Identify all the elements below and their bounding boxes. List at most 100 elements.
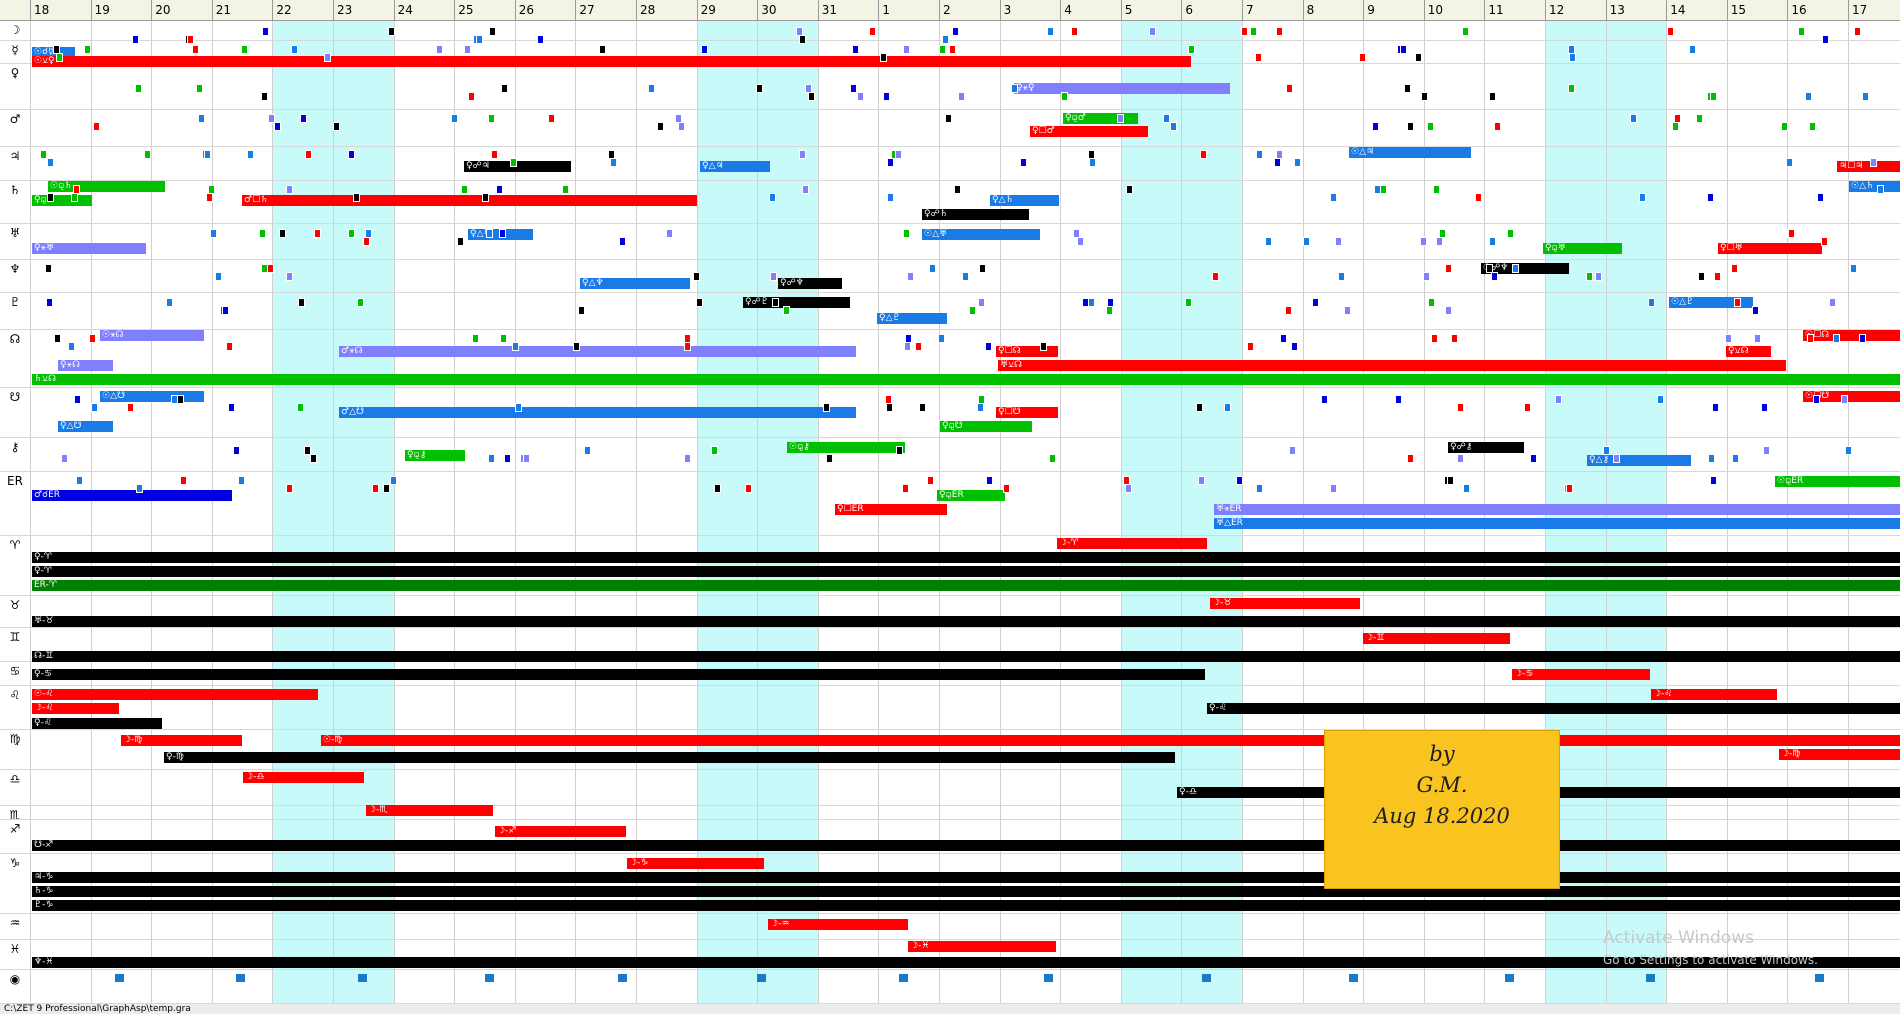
aspect-tick (1761, 403, 1768, 412)
aspect-bar[interactable]: ☉△♃ (1349, 147, 1471, 158)
aspect-bar[interactable]: ♃☐♃ (1837, 161, 1900, 172)
aspect-bar[interactable]: ☽-♓ (908, 941, 1056, 952)
aspect-tick (701, 45, 708, 54)
aspect-bar[interactable]: ☉⚼ER (1775, 476, 1900, 487)
aspect-bar[interactable]: ♆-♓ (32, 957, 1900, 968)
aspect-tick (1374, 185, 1381, 194)
aspect-bar[interactable]: ☽-♍ (121, 735, 242, 746)
aspect-bar[interactable]: ♀☍♃ (464, 161, 571, 172)
aspect-bar[interactable]: ☽-♊ (1363, 633, 1510, 644)
aspect-bar[interactable]: ☽-♌ (32, 703, 119, 714)
aspect-bar[interactable]: ☋-♐ (32, 840, 1900, 851)
aspect-bar[interactable]: ♀⚼♂ (1063, 113, 1138, 124)
aspect-tick (1841, 395, 1848, 404)
aspect-tick (902, 484, 909, 493)
aspect-bar[interactable]: ♀☍♇ (743, 297, 850, 308)
aspect-bar[interactable]: ☉△♄ (1849, 181, 1900, 192)
moon-phase-marker (1044, 974, 1053, 982)
aspect-tick (241, 45, 248, 54)
aspect-bar[interactable]: ♀△♄ (990, 195, 1059, 206)
aspect-bar[interactable]: ♀⚺☊ (1726, 346, 1771, 357)
aspect-bar[interactable]: ☽-♐ (495, 826, 626, 837)
aspect-bar[interactable]: ♇-♑ (32, 900, 1900, 911)
aspect-bar[interactable]: ☉⚼⚷ (787, 442, 905, 453)
aspect-bar[interactable]: ♀⚹♀ (1014, 83, 1230, 94)
aspect-bar[interactable]: ♄⚺☊ (32, 374, 1900, 385)
aspect-bar[interactable]: ♅△ER (1214, 518, 1900, 529)
aspect-bar[interactable]: ☉⚺♀ (32, 56, 1191, 67)
aspect-bar[interactable]: ♀☍♆ (778, 278, 842, 289)
aspect-bar[interactable]: ♀△♇ (877, 313, 947, 324)
aspect-bar[interactable]: ☽-♒ (768, 919, 908, 930)
aspect-bar[interactable]: ☉△♅ (922, 229, 1040, 240)
aspect-bar[interactable]: ♀△☋ (58, 421, 113, 432)
aspect-tick (187, 35, 194, 44)
aspect-bar[interactable]: ♀⚼♄ (32, 195, 92, 206)
aspect-bar[interactable]: ♂☐♄ (242, 195, 697, 206)
aspect-bar[interactable]: ♀☍⚷ (1448, 442, 1524, 453)
aspect-bar[interactable]: ♀-♈ (32, 552, 1900, 563)
aspect-bar[interactable]: ☉☍♆ (1481, 263, 1569, 274)
aspect-bar[interactable]: ♀☍♄ (922, 209, 1029, 220)
aspect-bar[interactable]: ♀☐♅ (1718, 243, 1822, 254)
aspect-bar[interactable]: ♀☐☊ (996, 346, 1058, 357)
aspect-tick (1428, 298, 1435, 307)
aspect-bar[interactable]: ☉△☋ (100, 391, 204, 402)
aspect-bar[interactable]: ♅⚹ER (1214, 504, 1900, 515)
aspect-bar[interactable]: ☽-♋ (1512, 669, 1650, 680)
aspect-bar[interactable]: ♀⚼☋ (940, 421, 1032, 432)
aspect-tick (1707, 193, 1714, 202)
aspect-bar[interactable]: ♀△⚷ (1587, 455, 1691, 466)
aspect-tick (1303, 237, 1310, 246)
aspect-tick (298, 298, 305, 307)
aspect-tick (1149, 27, 1156, 36)
aspect-bar[interactable]: ☽-♏ (366, 805, 493, 816)
aspect-bar[interactable]: ♀-♋ (32, 669, 1205, 680)
aspect-bar[interactable]: ER-♈ (32, 580, 1900, 591)
aspect-bar[interactable]: ♀-♌ (1207, 703, 1900, 714)
aspect-bar[interactable]: ☽-♉ (1210, 598, 1360, 609)
aspect-bar[interactable]: ♀☐♂ (1030, 126, 1148, 137)
aspect-bar[interactable]: ♀△♆ (580, 278, 690, 289)
aspect-bar[interactable]: ♂△☋ (339, 407, 856, 418)
moon-phase-marker (1646, 974, 1655, 982)
aspect-bar[interactable]: ☉☐☊ (1803, 330, 1900, 341)
aspect-bar[interactable]: ♅-♉ (32, 616, 1900, 627)
aspect-bar[interactable]: ☽-♈ (1057, 538, 1207, 549)
aspect-tick (1255, 53, 1262, 62)
aspect-bar[interactable]: ☉-♌ (32, 689, 318, 700)
aspect-bar[interactable]: ♀⚼♅ (1543, 243, 1622, 254)
aspect-bar[interactable]: ♀☐ER (835, 504, 947, 515)
aspect-bar[interactable]: ♀☐☋ (996, 407, 1058, 418)
aspect-bar[interactable]: ♀-♍ (164, 752, 1175, 763)
aspect-bar[interactable]: ♀⚹☊ (58, 360, 113, 371)
aspect-tick (772, 298, 779, 307)
aspect-bar[interactable]: ♀-♌ (32, 718, 162, 729)
aspect-tick (286, 272, 293, 281)
aspect-bar[interactable]: ♀⚼ER (937, 490, 1005, 501)
aspect-bar[interactable]: ☽-♑ (627, 858, 764, 869)
aspect-bar[interactable]: ♀△♃ (700, 161, 770, 172)
aspect-tick (1512, 264, 1519, 273)
aspect-tick (274, 122, 281, 131)
aspect-bar[interactable]: ♀⚼⚷ (405, 450, 465, 461)
aspect-bar[interactable]: ♅⚺☊ (998, 360, 1786, 371)
aspect-bar[interactable]: ♀-♈ (32, 566, 1900, 577)
aspect-bar[interactable]: ☊-♊ (32, 651, 1900, 662)
aspect-tick (215, 272, 222, 281)
aspect-bar[interactable]: ☉△♇ (1669, 297, 1753, 308)
aspect-tick (903, 229, 910, 238)
aspect-bar[interactable]: ☽-♌ (1651, 689, 1777, 700)
aspect-bar[interactable]: ☉-♍ (321, 735, 1900, 746)
aspect-bar[interactable]: ♄-♑ (32, 886, 1900, 897)
aspect-bar[interactable]: ♂⚹☊ (339, 346, 856, 357)
aspect-bar[interactable]: ☽-♎ (243, 772, 364, 783)
aspect-bar[interactable]: ♂☌ER (32, 490, 232, 501)
aspect-bar[interactable]: ☉⚼♄ (48, 181, 165, 192)
aspect-bar[interactable]: ♃-♑ (32, 872, 1900, 883)
aspect-bar[interactable]: ♀⚹♅ (32, 243, 146, 254)
aspect-tick (1196, 403, 1203, 412)
aspect-bar[interactable]: ☉⚹☊ (100, 330, 204, 341)
aspect-bar[interactable]: ☽-♍ (1779, 749, 1900, 760)
